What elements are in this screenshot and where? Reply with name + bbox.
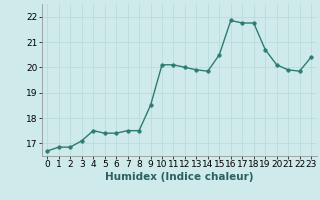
- X-axis label: Humidex (Indice chaleur): Humidex (Indice chaleur): [105, 172, 253, 182]
